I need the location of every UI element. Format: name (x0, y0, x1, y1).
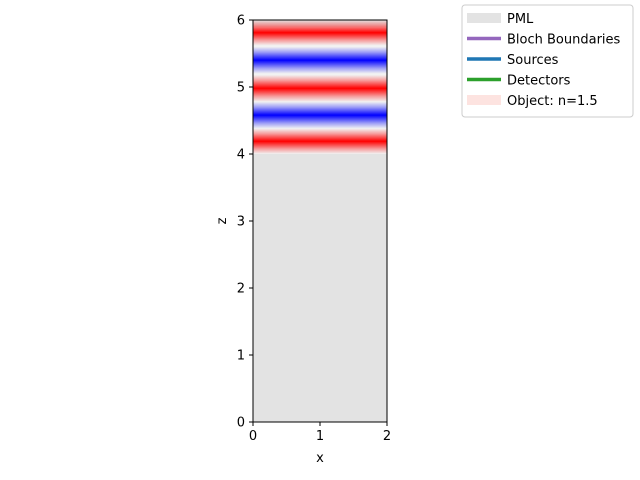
x-tick-label: 1 (316, 429, 324, 444)
x-tick-label: 0 (249, 429, 257, 444)
x-tick-label: 2 (383, 429, 391, 444)
legend-label: Sources (507, 53, 559, 68)
legend-label: PML (507, 12, 534, 27)
legend-swatch (467, 13, 501, 23)
y-axis: 0 1 2 3 4 5 6 (237, 14, 253, 431)
field-bands (253, 20, 387, 155)
legend-swatch (467, 95, 501, 105)
field-band (253, 74, 387, 102)
y-tick-label: 5 (237, 81, 245, 96)
legend: PML Bloch Boundaries Sources Detectors Objec… (461, 4, 634, 118)
field-band (253, 20, 387, 46)
legend-label: Bloch Boundaries (507, 33, 621, 48)
field-band (253, 101, 387, 129)
legend-label: Object: n=1.5 (507, 94, 598, 109)
y-axis-label: z (215, 217, 230, 224)
y-tick-label: 0 (237, 416, 245, 431)
y-tick-label: 2 (237, 282, 245, 297)
y-tick-label: 1 (237, 349, 245, 364)
y-tick-label: 6 (237, 14, 245, 29)
field-band (253, 46, 387, 74)
y-tick-label: 3 (237, 215, 245, 230)
x-axis: 0 1 2 (249, 422, 391, 444)
x-axis-label: x (316, 451, 324, 466)
y-tick-label: 4 (237, 148, 245, 163)
legend-box (461, 4, 634, 118)
legend-label: Detectors (507, 74, 571, 89)
field-band (253, 128, 387, 154)
